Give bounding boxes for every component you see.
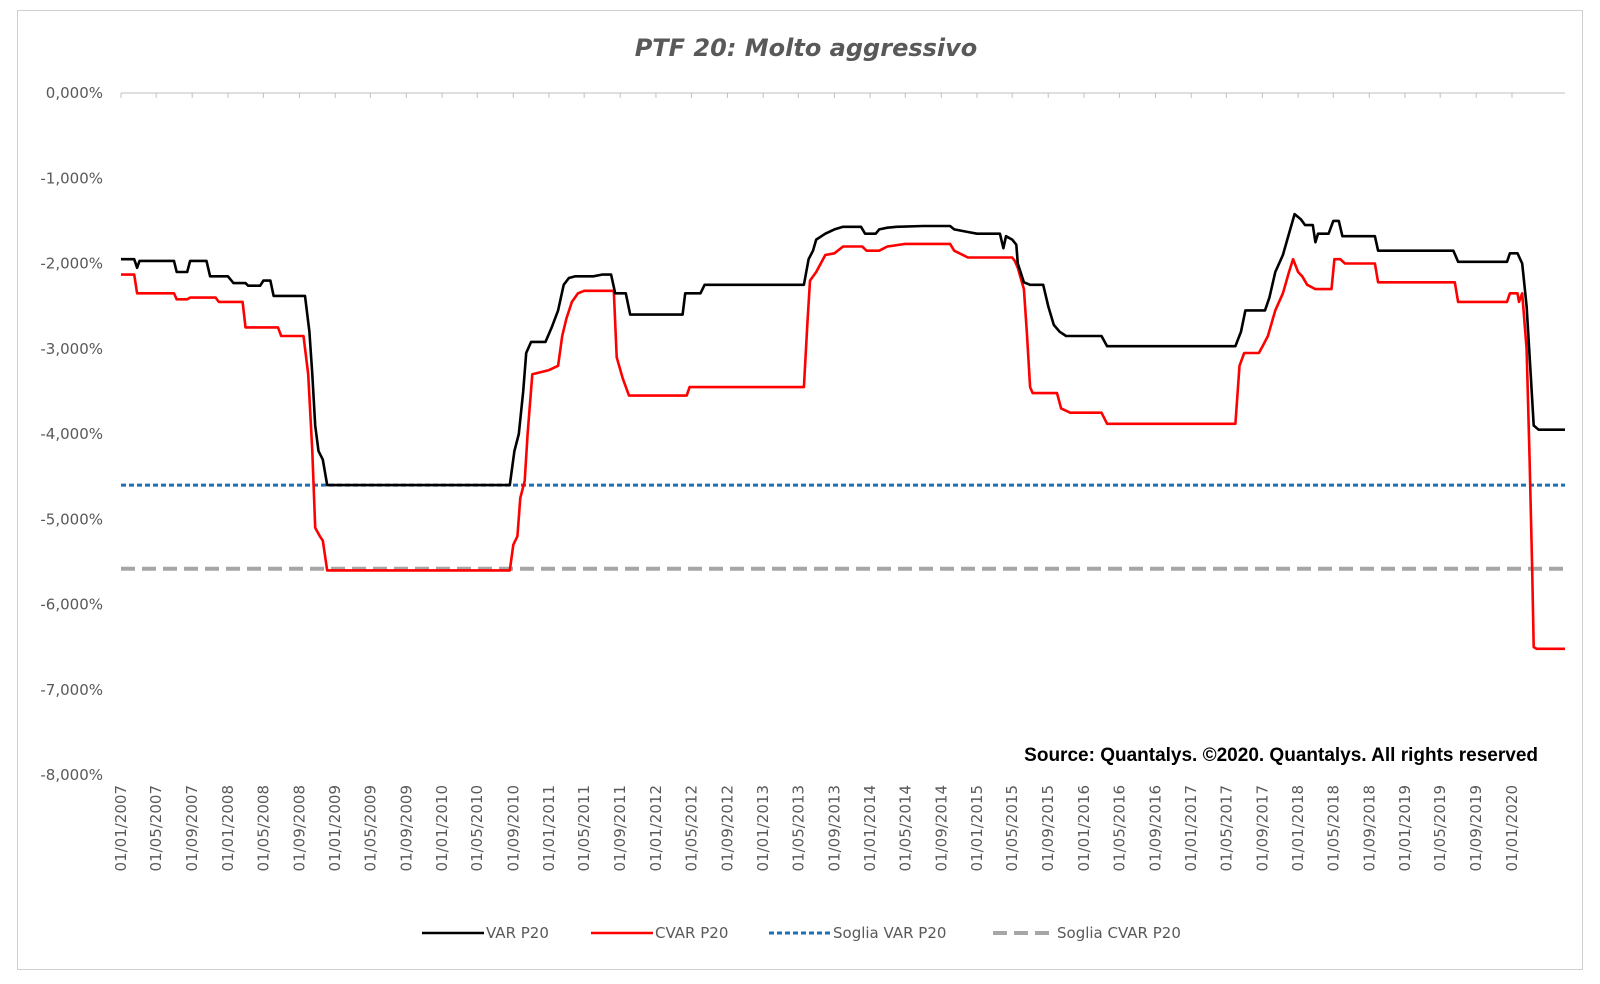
y-tick-label: -4,000% <box>40 425 103 443</box>
x-tick-label: 01/01/2011 <box>540 785 558 871</box>
x-tick-label: 01/05/2015 <box>1003 785 1021 871</box>
y-tick-label: -2,000% <box>40 255 103 273</box>
y-tick-label: -8,000% <box>40 766 103 784</box>
x-tick-label: 01/01/2019 <box>1396 785 1414 871</box>
x-tick-label: 01/09/2015 <box>1039 785 1057 871</box>
x-tick-label: 01/09/2008 <box>290 785 308 871</box>
x-tick-label: 01/01/2020 <box>1503 785 1521 871</box>
x-tick-label: 01/05/2014 <box>896 785 914 871</box>
x-tick-label: 01/05/2010 <box>468 785 486 871</box>
x-tick-label: 01/01/2018 <box>1289 785 1307 871</box>
chart-title: PTF 20: Molto aggressivo <box>635 34 978 62</box>
y-tick-label: -3,000% <box>40 340 103 358</box>
chart-frame <box>17 10 1583 970</box>
x-tick-label: 01/01/2009 <box>326 785 344 871</box>
legend: VAR P20 CVAR P20 Soglia VAR P20 Soglia CVAR… <box>422 924 1181 942</box>
legend-label: VAR P20 <box>486 924 549 942</box>
x-tick-label: 01/09/2011 <box>611 785 629 871</box>
x-tick-label: 01/05/2012 <box>682 785 700 871</box>
x-tick-label: 01/09/2012 <box>718 785 736 871</box>
x-tick-label: 01/09/2013 <box>825 785 843 871</box>
x-tick-label: 01/09/2016 <box>1146 785 1164 871</box>
series-line-cvar-p20 <box>121 242 1565 651</box>
y-tick-label: 0,000% <box>46 84 103 102</box>
x-tick-label: 01/05/2017 <box>1217 785 1235 871</box>
y-tick-label: -5,000% <box>40 510 103 528</box>
x-tick-label: 01/05/2009 <box>361 785 379 871</box>
x-tick-label: 01/09/2007 <box>183 785 201 871</box>
source-annotation: Source: Quantalys. ©2020. Quantalys. All… <box>1024 745 1538 766</box>
y-tick-label: -1,000% <box>40 169 103 187</box>
x-tick-label: 01/01/2016 <box>1075 785 1093 871</box>
legend-label: CVAR P20 <box>655 924 728 942</box>
series-line-var-p20 <box>121 212 1565 487</box>
x-tick-label: 01/05/2008 <box>254 785 272 871</box>
x-tick-label: 01/05/2019 <box>1431 785 1449 871</box>
x-tick-label: 01/09/2010 <box>504 785 522 871</box>
x-tick-label: 01/09/2017 <box>1253 785 1271 871</box>
x-tick-label: 01/09/2009 <box>397 785 415 871</box>
x-tick-label: 01/01/2008 <box>219 785 237 871</box>
y-axis: 0,000% -1,000% -2,000% -3,000% -4,000% -5,000… <box>40 84 103 784</box>
x-tick-label: 01/01/2015 <box>968 785 986 871</box>
y-tick-label: -6,000% <box>40 596 103 614</box>
x-tick-label: 01/05/2007 <box>147 785 165 871</box>
x-tick-label: 01/09/2018 <box>1360 785 1378 871</box>
x-tick-label: 01/01/2007 <box>112 785 130 871</box>
x-tick-label: 01/01/2017 <box>1182 785 1200 871</box>
x-tick-label: 01/09/2014 <box>932 785 950 871</box>
legend-label: Soglia CVAR P20 <box>1057 924 1181 942</box>
series-layer <box>121 212 1565 651</box>
y-tick-label: -7,000% <box>40 681 103 699</box>
legend-label: Soglia VAR P20 <box>833 924 946 942</box>
x-tick-label: 01/05/2016 <box>1110 785 1128 871</box>
x-tick-label: 01/01/2014 <box>861 785 879 871</box>
x-tick-label: 01/05/2018 <box>1324 785 1342 871</box>
x-axis: 01/01/2007 01/05/2007 01/09/2007 01/01/2008… <box>112 92 1565 871</box>
x-tick-label: 01/05/2011 <box>575 785 593 871</box>
x-tick-label: 01/01/2013 <box>754 785 772 871</box>
x-tick-label: 01/01/2010 <box>433 785 451 871</box>
x-tick-label: 01/09/2019 <box>1467 785 1485 871</box>
x-tick-label: 01/05/2013 <box>789 785 807 871</box>
x-tick-label: 01/01/2012 <box>647 785 665 871</box>
